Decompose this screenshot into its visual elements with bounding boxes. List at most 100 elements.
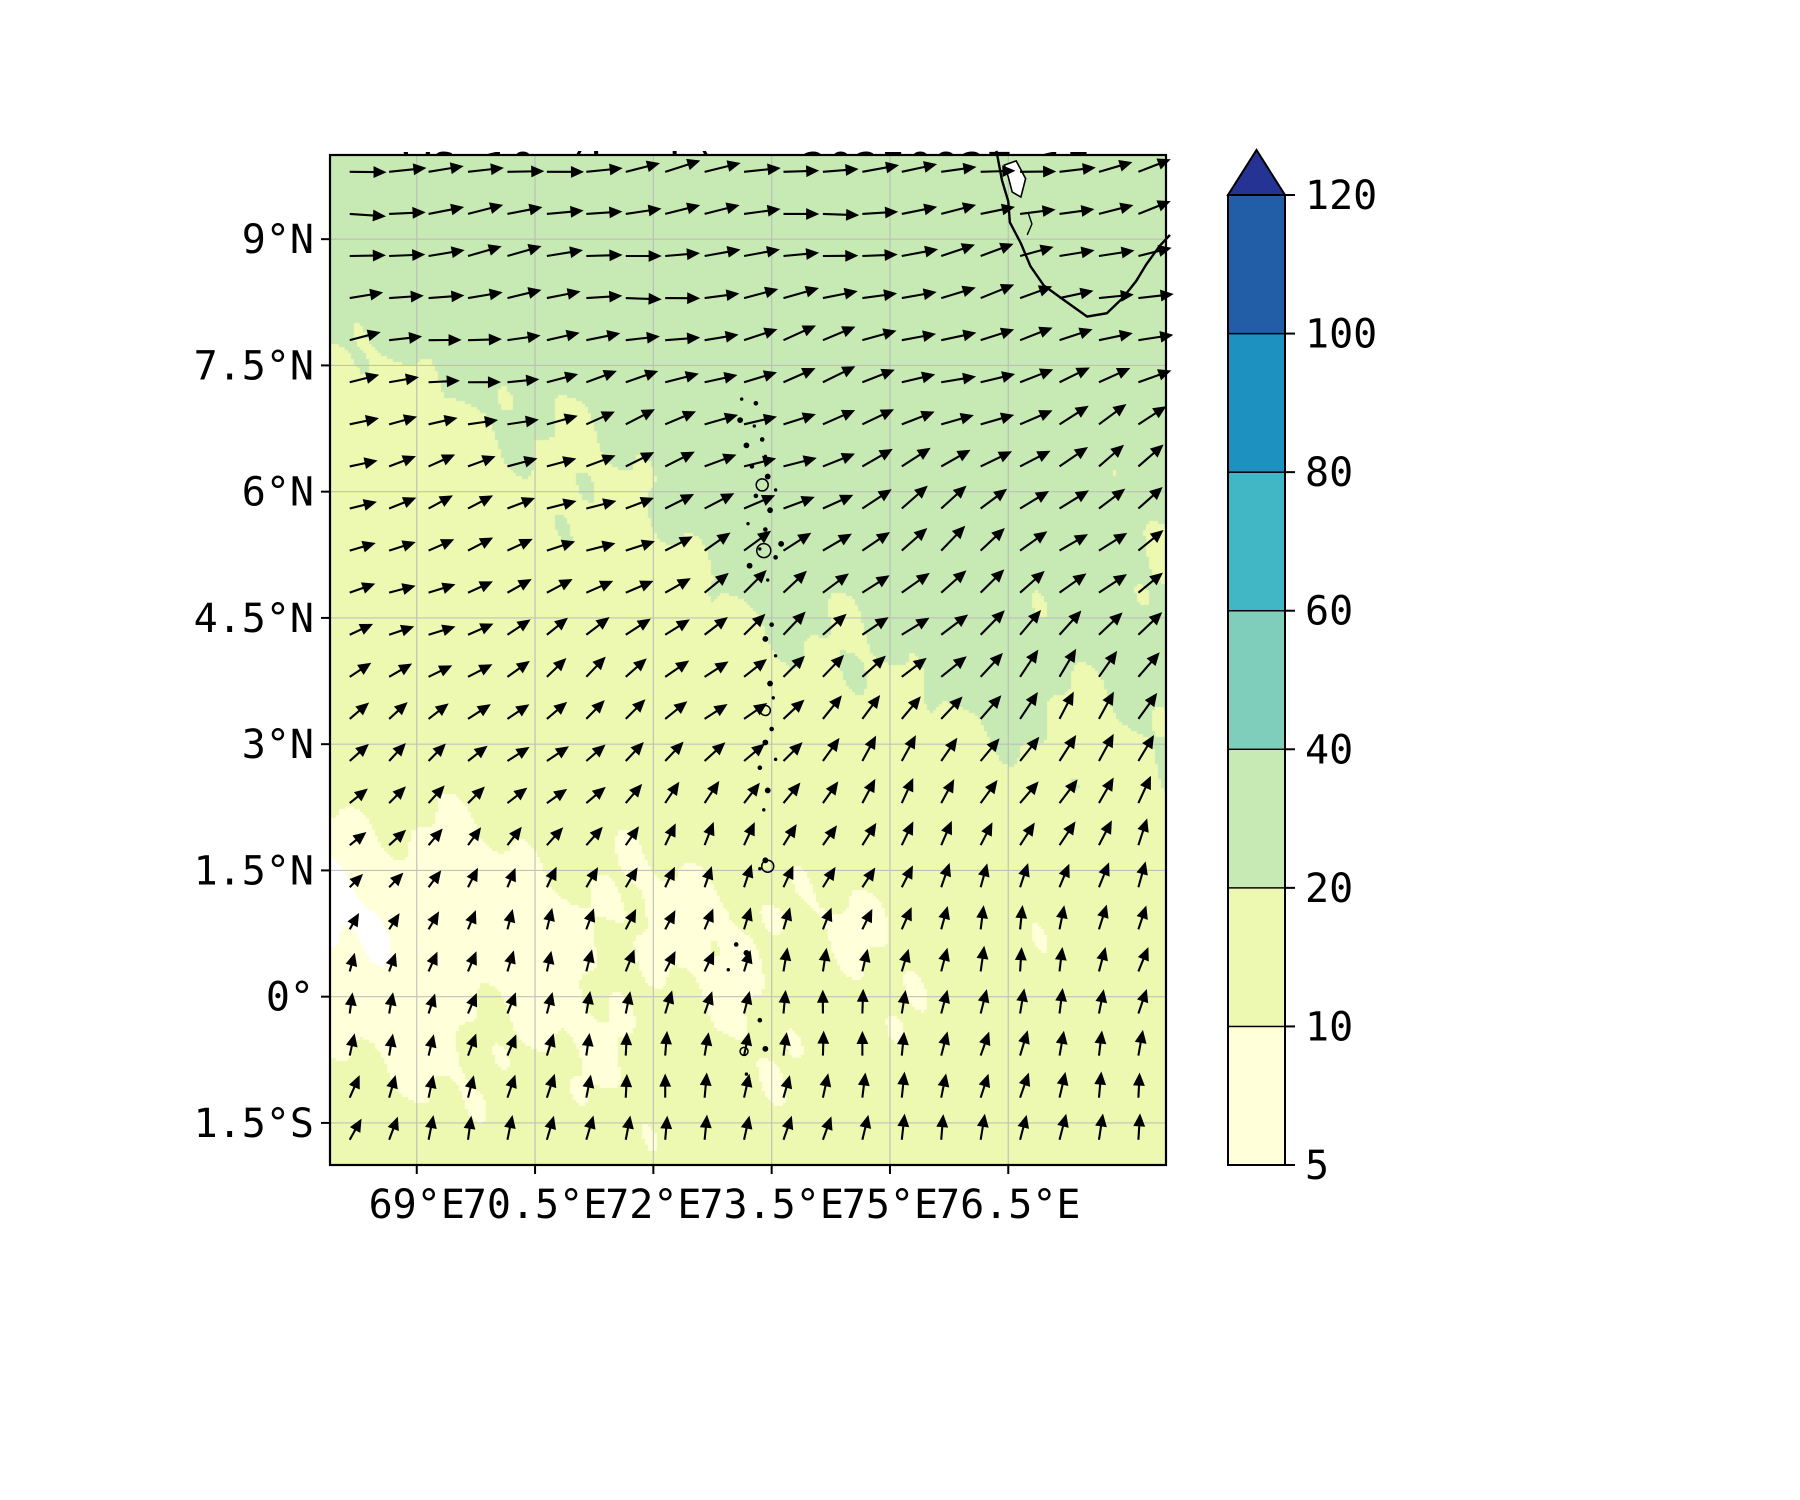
wind-arrow-shaft	[349, 293, 372, 300]
wind-arrow-shaft	[1019, 1041, 1026, 1056]
wind-arrow-head	[639, 496, 654, 509]
wind-arrow-shaft	[1019, 537, 1039, 552]
wind-arrow-head	[624, 908, 637, 924]
island-dot	[767, 680, 773, 687]
wind-arrow-shaft	[743, 708, 758, 720]
wind-arrow-head	[741, 864, 754, 879]
wind-arrow-shaft	[704, 457, 726, 468]
wind-arrow-shaft	[861, 373, 884, 384]
wind-arrow-head	[448, 334, 462, 346]
wind-arrow-shaft	[901, 535, 920, 552]
wind-arrow-shaft	[1058, 830, 1070, 846]
wind-arrow-shaft	[585, 751, 598, 762]
wind-arrow-head	[989, 652, 1003, 667]
wind-arrow-shaft	[665, 337, 689, 342]
wind-arrow-head	[397, 663, 413, 676]
wind-arrow-shaft	[349, 376, 368, 384]
island-dot	[764, 473, 771, 480]
wind-arrow-head	[834, 573, 849, 586]
wind-arrow-shaft	[782, 1086, 788, 1098]
wind-arrow-shaft	[980, 170, 1004, 173]
wind-arrow-head	[565, 329, 580, 342]
wind-arrow-head	[867, 694, 881, 710]
island-dot	[753, 493, 759, 499]
wind-arrow-head	[621, 991, 634, 1006]
wind-arrow-shaft	[1098, 743, 1109, 762]
wind-arrow-shaft	[624, 960, 632, 972]
wind-arrow-head	[633, 658, 647, 672]
wind-arrow-head	[545, 866, 557, 882]
colorbar-band	[1227, 610, 1286, 750]
wind-arrow-head	[589, 826, 603, 841]
wind-arrow-head	[913, 528, 928, 542]
wind-arrow-shaft	[901, 334, 925, 342]
wind-arrow-head	[952, 656, 967, 670]
plot-border	[328, 153, 1168, 1167]
wind-arrow-head	[348, 1075, 360, 1090]
wind-arrow-head	[740, 1032, 753, 1047]
wind-arrow-head	[402, 414, 418, 426]
wind-arrow-head	[1074, 490, 1089, 503]
wind-arrow-shaft	[467, 1086, 472, 1098]
wind-arrow-shaft	[1019, 496, 1040, 510]
island-dot	[758, 547, 762, 551]
wind-arrow-shaft	[427, 879, 435, 888]
wind-arrow-head	[515, 746, 530, 759]
wind-arrow-head	[687, 292, 701, 305]
wind-arrow-head	[360, 582, 376, 594]
wind-arrow-shaft	[349, 838, 358, 846]
wind-arrow-shaft	[822, 579, 840, 594]
wind-arrow-head	[976, 1113, 989, 1128]
wind-arrow-shaft	[861, 704, 874, 720]
wind-arrow-shaft	[900, 831, 909, 846]
wind-arrow-shaft	[861, 919, 869, 930]
colorbar-tick-label: 10	[1305, 1004, 1353, 1050]
wind-arrow-head	[802, 455, 817, 467]
wind-arrow-shaft	[704, 667, 719, 678]
colorbar-band	[1227, 194, 1286, 335]
wind-arrow-head	[877, 489, 892, 502]
wind-arrow-shaft	[545, 1127, 552, 1141]
wind-arrow-shaft	[348, 881, 356, 888]
wind-arrow-shaft	[664, 1042, 668, 1056]
wind-arrow-head	[1136, 861, 1148, 876]
wind-arrow-shaft	[624, 1085, 628, 1098]
wind-arrow-head	[602, 498, 617, 510]
wind-arrow-shaft	[388, 1127, 395, 1141]
wind-arrow-head	[756, 530, 772, 544]
wind-arrow-head	[563, 413, 578, 425]
wind-arrow-head	[624, 949, 636, 964]
island-dot	[773, 757, 778, 762]
wind-arrow-head	[912, 657, 927, 671]
wind-arrow-shaft	[704, 250, 729, 258]
wind-arrow-head	[1104, 650, 1118, 666]
wind-arrow-head	[787, 782, 801, 797]
wind-arrow-shaft	[467, 668, 483, 678]
wind-arrow-head	[916, 447, 931, 460]
wind-arrow-shaft	[783, 459, 806, 468]
wind-arrow-shaft	[388, 418, 406, 426]
wind-arrow-shaft	[822, 370, 846, 384]
wind-arrow-head	[936, 1114, 949, 1128]
wind-arrow-shaft	[703, 749, 718, 762]
wind-arrow-head	[1038, 410, 1053, 422]
wind-arrow-shaft	[467, 248, 491, 258]
wind-arrow-head	[582, 1074, 595, 1089]
wind-arrow-shaft	[901, 623, 920, 636]
wind-arrow-shaft	[900, 875, 909, 888]
wind-arrow-shaft	[427, 751, 439, 762]
wind-arrow-head	[949, 696, 963, 710]
wind-arrow-shaft	[940, 492, 959, 510]
wind-arrow-shaft	[861, 454, 883, 468]
wind-arrow-head	[358, 623, 374, 635]
wind-arrow-head	[962, 162, 977, 175]
wind-arrow-head	[904, 735, 916, 750]
wind-arrow-shaft	[783, 416, 805, 426]
wind-arrow-shaft	[980, 288, 1004, 300]
wind-arrow-head	[401, 455, 416, 467]
wind-arrow-shaft	[743, 1002, 748, 1014]
wind-arrow-head	[821, 907, 833, 923]
wind-arrow-head	[429, 828, 443, 843]
wind-arrow-shaft	[1137, 619, 1155, 636]
wind-arrow-shaft	[940, 789, 950, 804]
